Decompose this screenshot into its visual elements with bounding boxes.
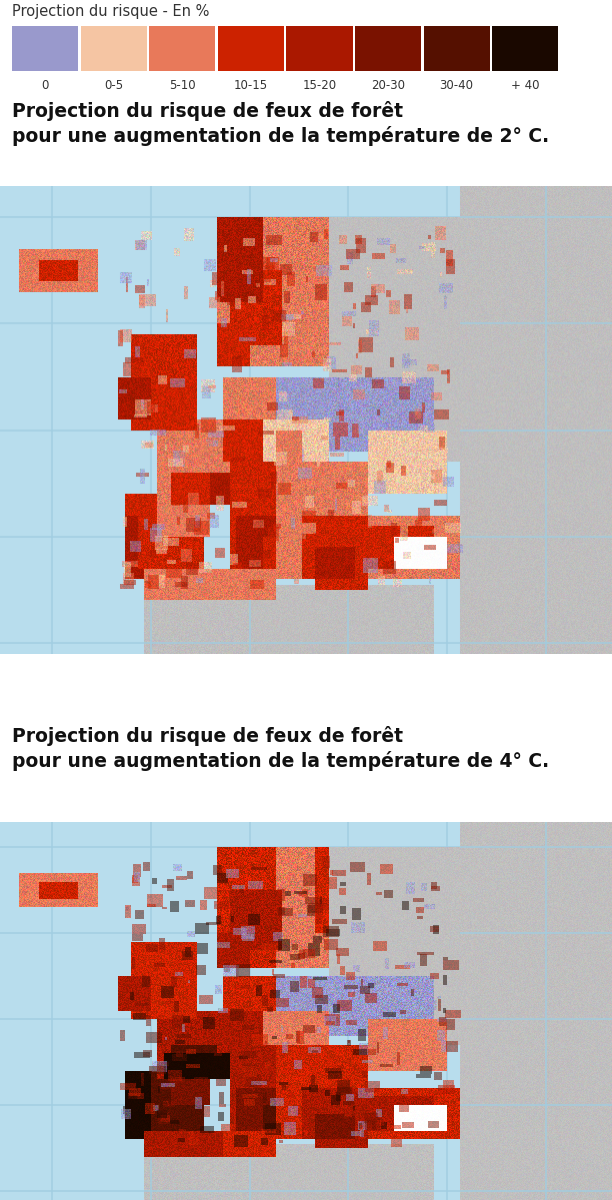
Bar (12, 26, 78, 71)
Text: 20-30: 20-30 (371, 79, 405, 91)
Text: Projection du risque - En %: Projection du risque - En % (12, 4, 210, 19)
Bar (149, 26, 215, 71)
Text: 5-10: 5-10 (169, 79, 196, 91)
Text: Projection du risque de feux de forêt 
pour une augmentation de la température d: Projection du risque de feux de forêt po… (12, 101, 550, 145)
Bar (218, 26, 284, 71)
Bar (492, 26, 558, 71)
Bar (81, 26, 147, 71)
Text: 30-40: 30-40 (439, 79, 474, 91)
Text: 0-5: 0-5 (104, 79, 124, 91)
Text: Projection du risque de feux de forêt 
pour une augmentation de la température d: Projection du risque de feux de forêt po… (12, 726, 550, 770)
Text: 0: 0 (42, 79, 49, 91)
Text: 10-15: 10-15 (234, 79, 268, 91)
Text: 15-20: 15-20 (302, 79, 337, 91)
Bar (424, 26, 490, 71)
Bar (286, 26, 353, 71)
Text: + 40: + 40 (511, 79, 539, 91)
Bar (355, 26, 421, 71)
